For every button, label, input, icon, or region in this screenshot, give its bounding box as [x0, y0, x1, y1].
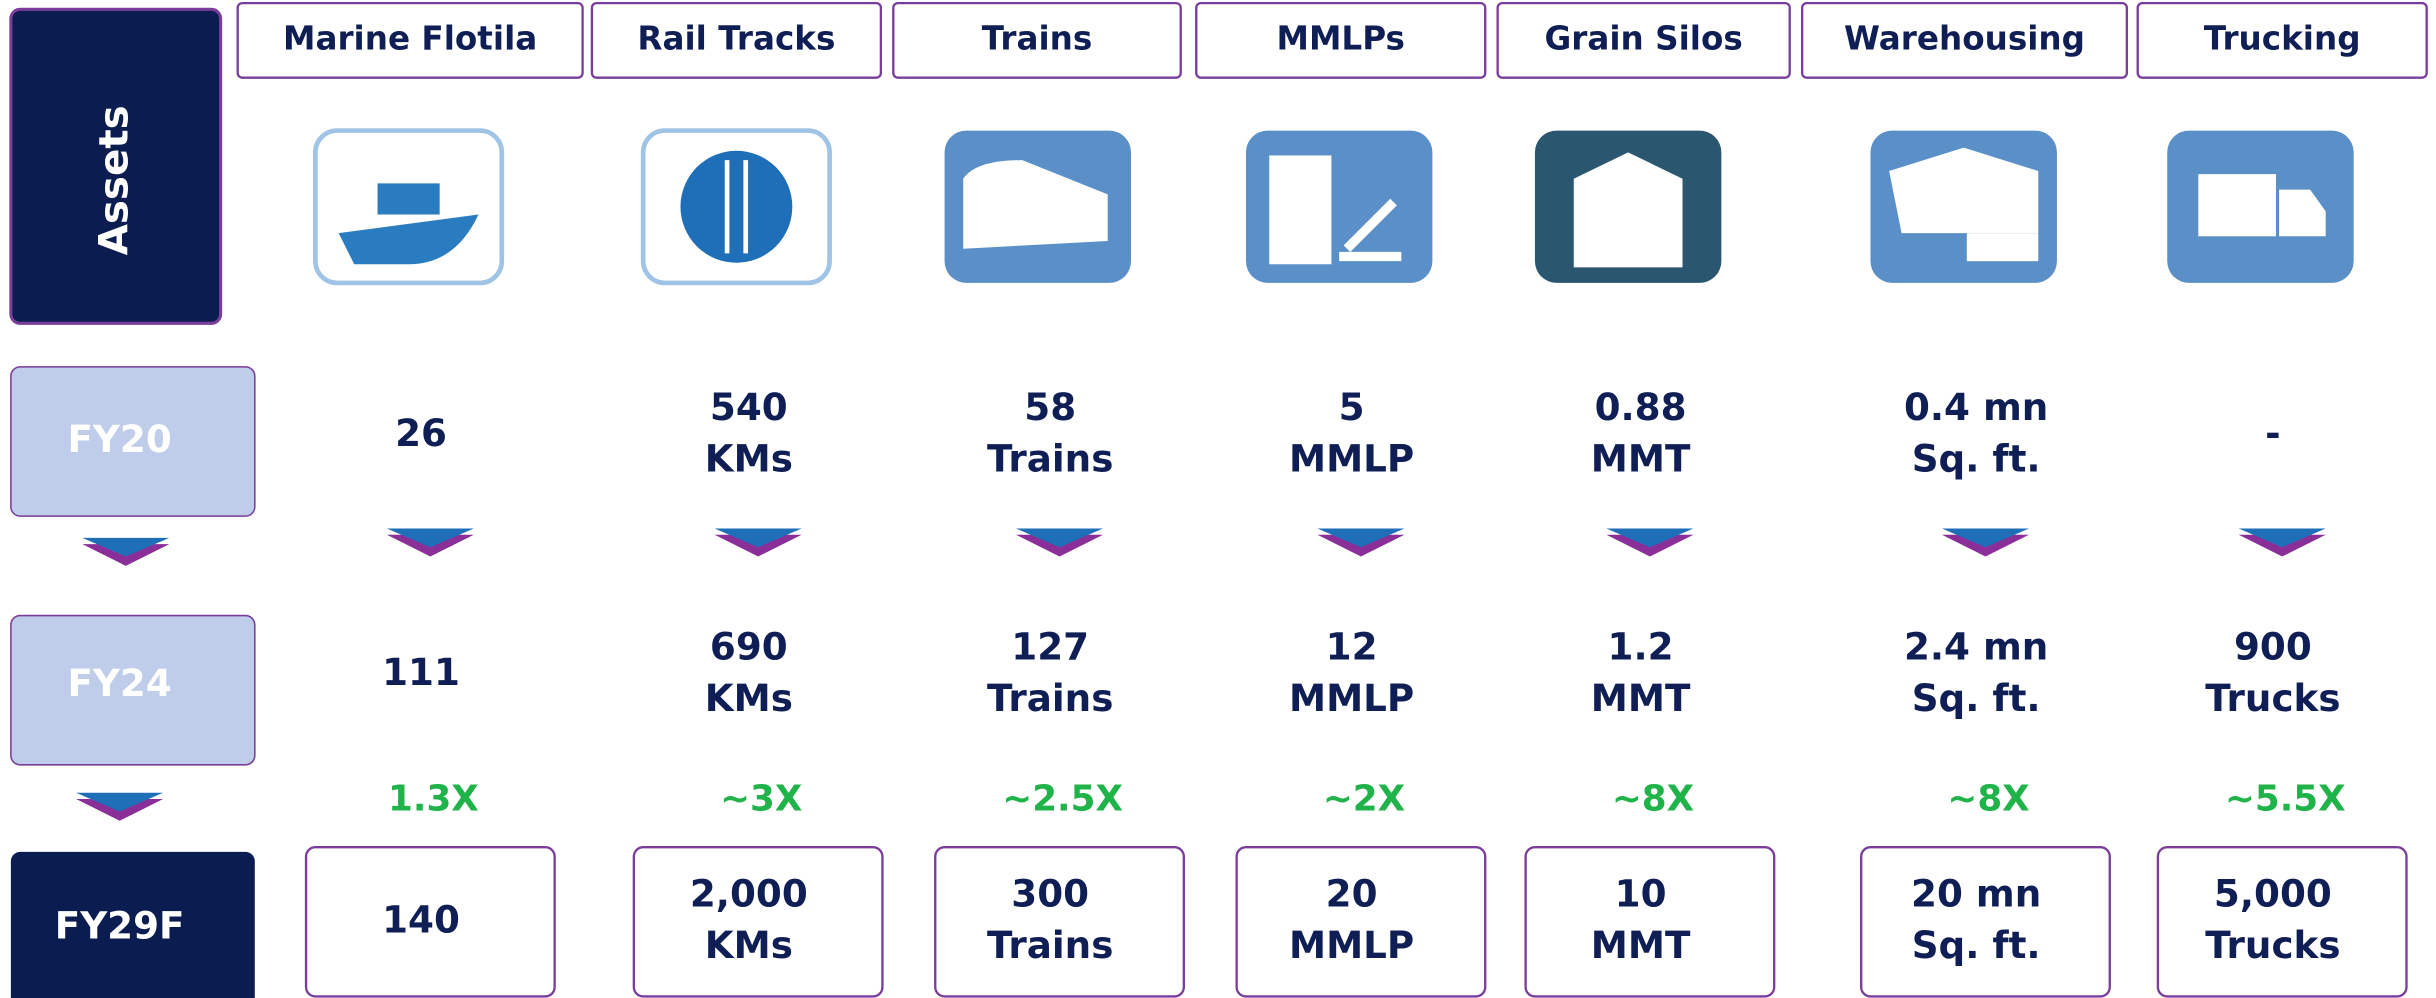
growth-text: ~8X: [1612, 779, 1694, 820]
arrow: [1016, 528, 1104, 548]
growth-text: ~2.5X: [1002, 779, 1123, 820]
header-text: Rail Tracks: [637, 19, 835, 57]
growth-text: ~8X: [1947, 779, 2029, 820]
cell-text: Trains: [987, 436, 1113, 480]
cell-text: MMLP: [1289, 436, 1414, 480]
arrow: [2238, 528, 2326, 548]
cell-text: KMs: [705, 676, 793, 720]
cell-text: 2,000: [690, 872, 808, 916]
icon-truck: [2198, 174, 2276, 237]
cell-text: MMT: [1591, 676, 1691, 720]
arrow: [1941, 528, 2029, 548]
cell-text: 10: [1615, 872, 1667, 916]
fy20-box: [10, 366, 256, 517]
cell-text: Sq. ft.: [1912, 436, 2041, 480]
header-text: Trucking: [2204, 19, 2361, 57]
header-box: [1800, 1, 2129, 79]
header-text: Grain Silos: [1545, 19, 1743, 57]
growth-text: 1.3X: [388, 779, 479, 820]
icon-van: [1966, 233, 2039, 262]
cell-text: 140: [382, 897, 460, 941]
cell-text: 540: [710, 385, 788, 429]
fy29f-cell: [304, 846, 556, 998]
growth-text: ~2X: [1323, 779, 1405, 820]
fy29f-cell: [1235, 846, 1487, 998]
icon-warehouse: [1889, 147, 2039, 234]
icon-train: [963, 160, 1108, 249]
growth-text: ~3X: [720, 779, 802, 820]
cell-text: MMT: [1591, 923, 1691, 967]
header-box: [892, 1, 1182, 79]
cell-text: 26: [395, 411, 447, 455]
cell-text: Trains: [987, 676, 1113, 720]
icon-silo: [1573, 152, 1683, 268]
cell-text: Sq. ft.: [1912, 923, 2041, 967]
fy29f-label: FY29F: [55, 904, 185, 948]
fy29f-cell: [2156, 846, 2408, 998]
cell-text: 0.88: [1595, 385, 1687, 429]
cell-text: 127: [1011, 625, 1089, 669]
header-text: MMLPs: [1277, 19, 1405, 57]
icon-rail-track: [724, 160, 749, 254]
cell-text: KMs: [705, 436, 793, 480]
cell-text: 0.4 mn: [1904, 385, 2048, 429]
cell-text: 20: [1326, 872, 1378, 916]
icon-rail: [680, 150, 793, 263]
cell-text: Trains: [987, 923, 1113, 967]
fy29f-cell: [934, 846, 1185, 998]
header-box: [590, 1, 883, 79]
header-box: [1496, 1, 1791, 79]
arrow: [1606, 528, 1694, 548]
fy24-box: [10, 614, 256, 766]
cell-text: MMLP: [1289, 923, 1414, 967]
assets-label: Assets: [90, 105, 138, 255]
fy24-label: FY24: [67, 661, 171, 705]
arrow: [386, 528, 474, 548]
fy29f-cell: [1524, 846, 1776, 998]
cell-text: KMs: [705, 923, 793, 967]
header-box: [2136, 1, 2428, 79]
arrow: [1317, 528, 1405, 548]
fy29f-box: [10, 851, 255, 998]
arrow: [714, 528, 802, 548]
cell-text: 20 mn: [1911, 872, 2041, 916]
cell-text: 900: [2234, 625, 2312, 669]
cell-text: Trucks: [2205, 676, 2340, 720]
header-text: Marine Flotila: [283, 19, 537, 57]
cell-text: 111: [382, 650, 460, 694]
fy29f-cell: [632, 846, 884, 998]
header-box: [236, 1, 584, 79]
cell-text: Sq. ft.: [1912, 676, 2041, 720]
cell-text: 5: [1339, 385, 1365, 429]
cell-text: MMT: [1591, 436, 1691, 480]
icon-cab: [2279, 189, 2326, 237]
cell-text: 2.4 mn: [1904, 625, 2048, 669]
arrow: [82, 537, 170, 557]
cell-text: MMLP: [1289, 676, 1414, 720]
cell-text: 5,000: [2214, 872, 2332, 916]
cell-text: 58: [1024, 385, 1076, 429]
header-text: Warehousing: [1844, 19, 2085, 57]
cell-text: 300: [1011, 872, 1089, 916]
cell-text: 12: [1326, 625, 1378, 669]
assets-box: [9, 7, 223, 325]
icon-ship: [338, 183, 479, 265]
cell-text: Trucks: [2205, 923, 2340, 967]
header-box: [1195, 1, 1487, 79]
cell-text: -: [2265, 411, 2280, 455]
fy20-label: FY20: [67, 417, 171, 461]
icon-crane: [1339, 198, 1402, 262]
fy29f-cell: [1860, 846, 2111, 998]
icon-stack: [1269, 155, 1332, 265]
cell-text: 690: [710, 625, 788, 669]
cell-text: 1.2: [1608, 625, 1674, 669]
growth-text: ~5.5X: [2225, 779, 2346, 820]
arrow: [76, 792, 164, 812]
header-text: Trains: [982, 19, 1093, 57]
